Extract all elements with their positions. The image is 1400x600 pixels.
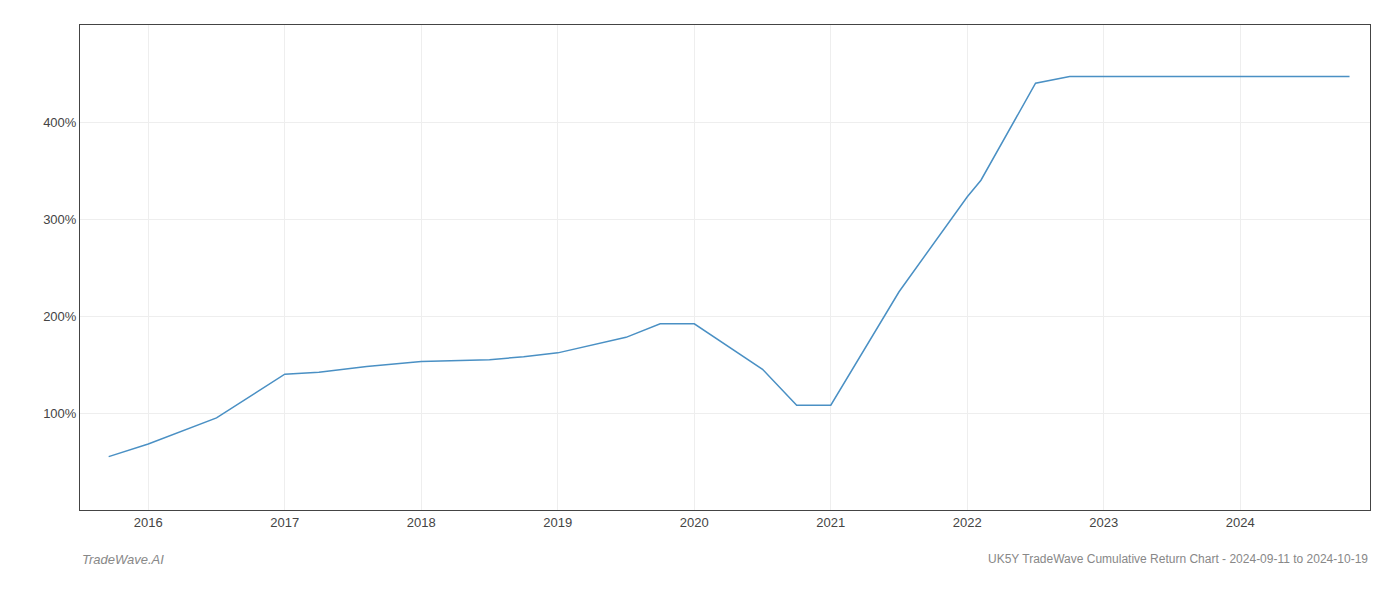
svg-text:2018: 2018: [407, 515, 436, 530]
svg-text:2019: 2019: [543, 515, 572, 530]
svg-text:UK5Y TradeWave Cumulative Retu: UK5Y TradeWave Cumulative Return Chart -…: [988, 552, 1368, 566]
svg-text:2022: 2022: [953, 515, 982, 530]
svg-text:2016: 2016: [134, 515, 163, 530]
svg-text:100%: 100%: [43, 406, 77, 421]
svg-text:2020: 2020: [680, 515, 709, 530]
svg-text:200%: 200%: [43, 309, 77, 324]
svg-text:400%: 400%: [43, 115, 77, 130]
svg-text:300%: 300%: [43, 212, 77, 227]
svg-text:2024: 2024: [1226, 515, 1255, 530]
svg-text:2017: 2017: [270, 515, 299, 530]
svg-text:2021: 2021: [816, 515, 845, 530]
svg-text:TradeWave.AI: TradeWave.AI: [82, 552, 164, 567]
svg-text:2023: 2023: [1089, 515, 1118, 530]
